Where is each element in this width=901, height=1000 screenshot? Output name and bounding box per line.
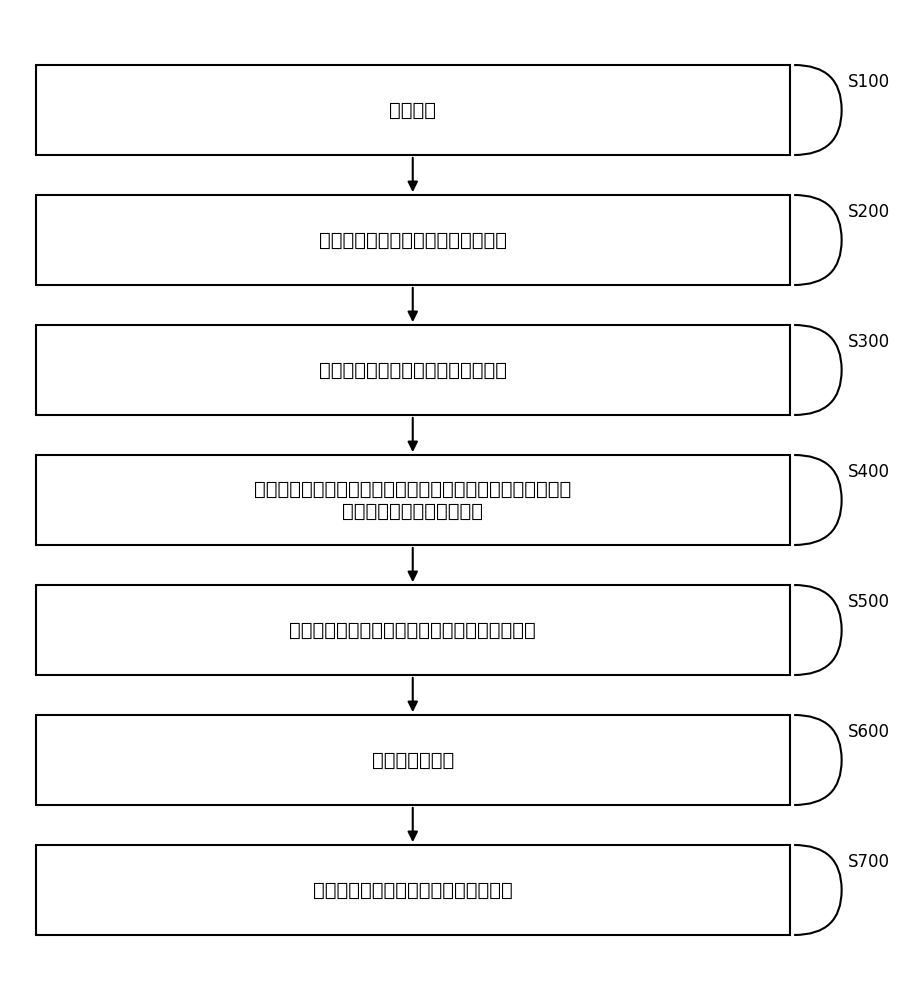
FancyBboxPatch shape <box>36 585 789 675</box>
FancyBboxPatch shape <box>36 715 789 805</box>
Text: 第一填充层以及部分介质层: 第一填充层以及部分介质层 <box>342 502 483 520</box>
Text: S300: S300 <box>848 333 890 351</box>
FancyBboxPatch shape <box>36 325 789 415</box>
Text: 在介质层上形成具有第一开口的第一掩膜层，第一开口暴露出: 在介质层上形成具有第一开口的第一掩膜层，第一开口暴露出 <box>254 480 571 498</box>
FancyBboxPatch shape <box>36 195 789 285</box>
FancyBboxPatch shape <box>36 455 789 545</box>
Text: S500: S500 <box>848 593 890 611</box>
Text: S100: S100 <box>848 73 890 91</box>
Text: S400: S400 <box>848 463 890 481</box>
Text: 形成部分填充第一沟槽的第一填充层: 形成部分填充第一沟槽的第一填充层 <box>319 360 506 379</box>
Text: 去除第一填充层: 去除第一填充层 <box>371 750 454 770</box>
Text: 提供衬底: 提供衬底 <box>389 100 436 119</box>
Text: S600: S600 <box>848 723 890 741</box>
Text: 在第一沟槽和第二沟槽中形成导电材料: 在第一沟槽和第二沟槽中形成导电材料 <box>313 880 513 900</box>
Text: S700: S700 <box>848 853 890 871</box>
FancyBboxPatch shape <box>36 845 789 935</box>
Text: S200: S200 <box>848 203 890 221</box>
Text: 在衬底上形成具有第一沟槽的介质层: 在衬底上形成具有第一沟槽的介质层 <box>319 231 506 249</box>
Text: 以第一掩膜层为掩膜蚀刻介质层以形成第二沟槽: 以第一掩膜层为掩膜蚀刻介质层以形成第二沟槽 <box>289 620 536 640</box>
FancyBboxPatch shape <box>36 65 789 155</box>
